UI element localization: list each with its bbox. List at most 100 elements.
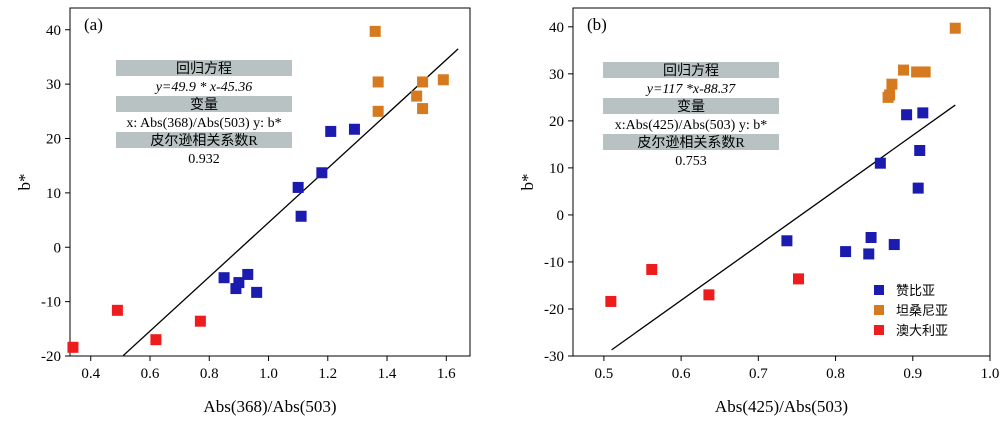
- y-tick-label: 40: [46, 23, 61, 39]
- data-point: [884, 89, 896, 101]
- x-tick-label: 1.0: [259, 366, 278, 382]
- data-point: [792, 273, 804, 285]
- info-band: [603, 134, 779, 150]
- x-tick-label: 0.9: [903, 366, 922, 382]
- info-title-regression: 回归方程: [176, 60, 232, 77]
- info-band: [116, 132, 292, 148]
- data-point: [150, 334, 162, 346]
- data-point: [292, 181, 304, 193]
- y-tick-label: 30: [46, 77, 61, 93]
- data-point: [251, 286, 263, 298]
- chart-panel-b: 0.5 0.6 0.7 0.8 0.9 1.0 -30 -20 -10 0 10 20 30 40 Abs(…: [518, 7, 1000, 416]
- data-point: [949, 22, 961, 34]
- panel-label: (b): [587, 15, 607, 34]
- info-r-value: 0.753: [675, 154, 707, 169]
- x-tick-label: 0.4: [81, 366, 100, 382]
- x-tick-label: 0.7: [749, 366, 768, 382]
- info-equation: y=117 *x-88.37: [645, 82, 736, 97]
- info-band: [603, 62, 779, 78]
- data-point: [295, 210, 307, 222]
- data-point: [886, 78, 898, 90]
- y-axis-label: b*: [15, 174, 34, 191]
- y-tick-label: -20: [41, 349, 61, 365]
- data-point: [863, 248, 875, 260]
- data-point: [874, 157, 886, 169]
- info-band: [116, 60, 292, 76]
- x-tick-label: 1.6: [437, 366, 456, 382]
- y-tick-label: 10: [46, 186, 61, 202]
- x-axis-label: Abs(368)/Abs(503): [203, 397, 336, 416]
- y-tick-label: 30: [549, 67, 564, 83]
- plot-frame: [69, 7, 471, 357]
- data-point: [369, 25, 381, 37]
- y-tick-label: -10: [41, 295, 61, 311]
- data-point: [888, 239, 900, 251]
- y-tick-label: 10: [549, 161, 564, 177]
- data-point: [325, 125, 337, 137]
- panel-label: (a): [84, 15, 103, 34]
- data-point: [111, 304, 123, 316]
- data-point: [233, 277, 245, 289]
- y-tick-label: 0: [557, 208, 565, 224]
- data-point: [372, 105, 384, 117]
- legend-swatch: [874, 285, 884, 295]
- data-point: [417, 103, 429, 115]
- data-point: [417, 76, 429, 88]
- chart-panel-a: 0.4 0.6 0.8 1.0 1.2 1.4 1.6 -20 -10 0 10 20 30 40 Abs(…: [15, 7, 471, 416]
- data-point: [67, 341, 79, 353]
- legend-label: 坦桑尼亚: [896, 304, 948, 319]
- data-point: [781, 235, 793, 247]
- x-tick-label: 1.2: [318, 366, 337, 382]
- data-point: [901, 109, 913, 121]
- info-variables: x:Abs(425)/Abs(503) y: b*: [615, 118, 767, 133]
- y-tick-label: 20: [46, 132, 61, 148]
- regression-line: [122, 48, 459, 356]
- data-point: [646, 263, 658, 275]
- legend-swatch: [874, 305, 884, 315]
- data-point: [194, 315, 206, 327]
- data-point: [372, 76, 384, 88]
- legend-swatch: [874, 325, 884, 335]
- data-point: [914, 144, 926, 156]
- x-tick-label: 1.4: [378, 366, 397, 382]
- y-tick-label: -30: [544, 349, 564, 365]
- info-title-regression: 回归方程: [663, 62, 719, 79]
- info-title-variables: 变量: [190, 97, 218, 113]
- legend-label: 赞比亚: [896, 284, 935, 299]
- plot-frame: [572, 7, 991, 357]
- data-point: [437, 74, 449, 86]
- x-tick-label: 0.5: [595, 366, 614, 382]
- data-point: [912, 182, 924, 194]
- info-title-pearson: 皮尔逊相关系数R: [150, 133, 258, 149]
- x-tick-label: 1.0: [981, 366, 1000, 382]
- data-point: [411, 90, 423, 102]
- data-point: [605, 295, 617, 307]
- data-point: [840, 246, 852, 258]
- y-tick-label: 20: [549, 114, 564, 130]
- x-tick-label: 0.8: [200, 366, 219, 382]
- info-r-value: 0.932: [188, 152, 220, 167]
- data-point: [242, 268, 254, 280]
- data-point: [218, 272, 230, 284]
- y-tick-label: 0: [54, 240, 62, 256]
- data-point: [898, 64, 910, 76]
- y-tick-label: -20: [544, 302, 564, 318]
- info-band: [603, 98, 779, 114]
- info-title-variables: 变量: [677, 99, 705, 115]
- x-tick-label: 0.8: [826, 366, 845, 382]
- info-title-pearson: 皮尔逊相关系数R: [637, 135, 745, 151]
- data-point: [911, 66, 923, 78]
- info-band: [116, 96, 292, 112]
- data-point: [348, 123, 360, 135]
- data-point: [316, 167, 328, 179]
- regression-line: [611, 104, 956, 351]
- data-point: [919, 66, 931, 78]
- info-variables: x: Abs(368)/Abs(503) y: b*: [126, 116, 281, 131]
- y-axis-label: b*: [518, 174, 537, 191]
- x-tick-label: 0.6: [141, 366, 160, 382]
- data-point: [917, 107, 929, 119]
- data-point: [703, 289, 715, 301]
- x-tick-label: 0.6: [672, 366, 691, 382]
- x-axis-label: Abs(425)/Abs(503): [715, 397, 848, 416]
